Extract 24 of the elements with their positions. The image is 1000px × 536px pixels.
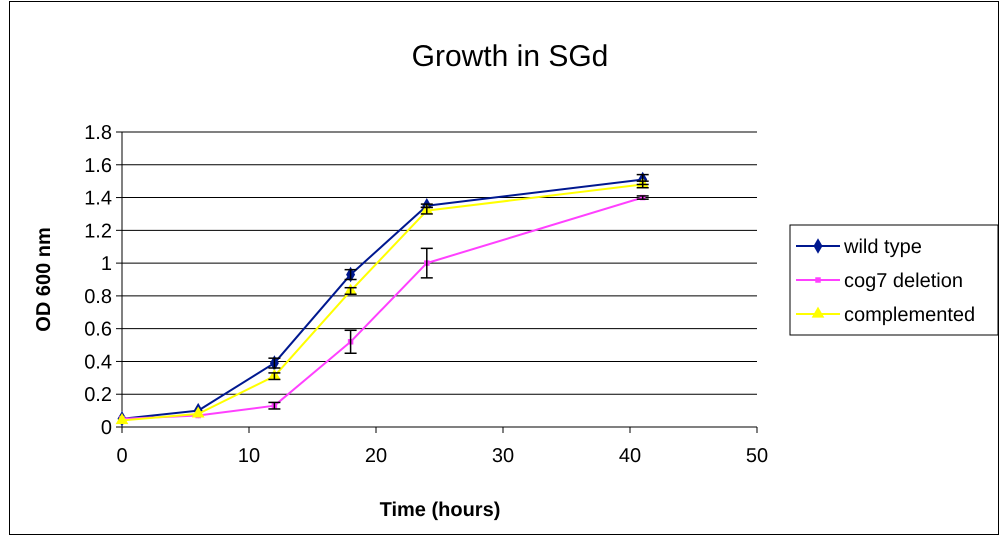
x-tick-label: 10: [238, 445, 260, 467]
legend-label: cog7 deletion: [844, 270, 963, 292]
y-tick-label: 1.6: [84, 154, 112, 177]
x-tick-label: 40: [618, 445, 642, 467]
y-tick-label: 0.2: [84, 384, 112, 406]
y-tick-label: 0: [100, 417, 112, 439]
y-tick-label: 0.8: [84, 286, 112, 308]
y-tick-label: 1.8: [84, 122, 112, 144]
x-tick-label: 20: [364, 445, 388, 467]
point: [116, 413, 128, 424]
x-tick-label: 50: [746, 445, 768, 467]
x-tick-label: 30: [492, 445, 514, 467]
x-axis-title: Time (hours): [380, 499, 500, 521]
legend-label: complemented: [844, 304, 976, 326]
y-tick-label: 1: [100, 253, 112, 276]
y-tick-label: 0.6: [84, 318, 112, 341]
y-tick-label: 0.4: [84, 351, 112, 374]
chart-title: Growth in SGd: [412, 40, 608, 73]
x-tick-label: 0: [116, 445, 128, 467]
y-tick-label: 1.2: [84, 220, 112, 242]
point: [192, 406, 205, 418]
y-tick-label: 1.4: [84, 188, 112, 210]
legend-label: wild type: [843, 236, 922, 258]
y-axis-title: OD 600 nm: [33, 227, 55, 332]
